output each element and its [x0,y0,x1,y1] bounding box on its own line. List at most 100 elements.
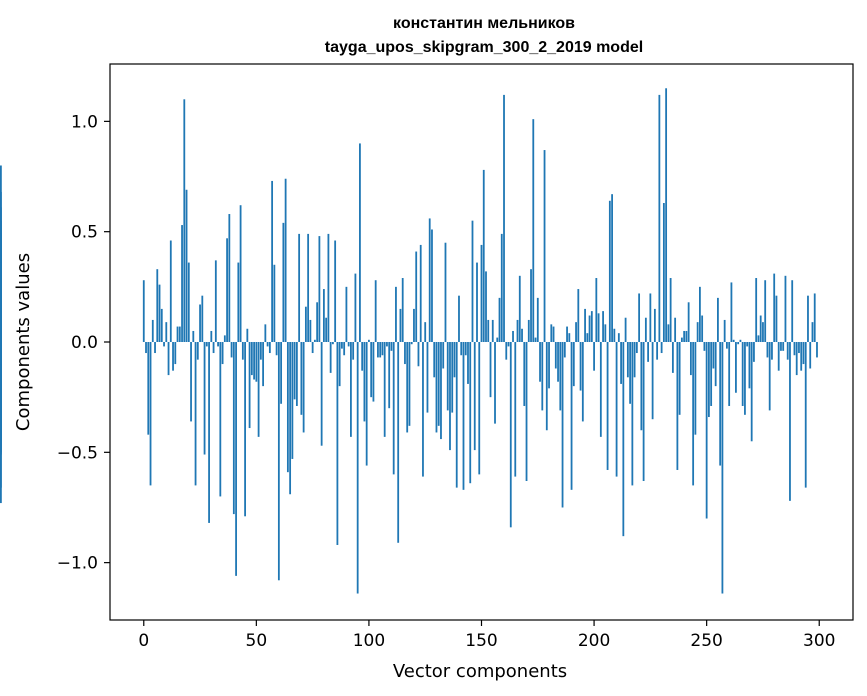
bar [347,342,350,347]
bar [606,342,609,470]
bar [0,342,2,504]
bar [368,339,370,342]
bar [703,342,706,351]
x-tick-label: 100 [353,631,385,651]
bar [183,99,186,342]
bar [255,342,258,382]
bar [671,342,674,373]
bar [599,342,602,437]
bar [701,315,704,342]
bar [354,273,357,342]
bar [442,342,445,369]
bar [660,342,663,354]
bar [561,342,564,508]
bar [194,342,197,486]
bar [728,342,731,406]
bar [550,324,553,342]
bar [248,342,251,429]
bar [214,260,217,342]
bar [638,293,641,342]
bar [518,275,521,342]
bar [336,342,339,545]
bar [764,280,767,342]
bar [775,295,778,342]
bar [732,339,735,342]
bar [178,326,181,342]
bar [295,342,298,406]
bar [489,342,492,398]
bar [370,342,373,398]
bar [730,282,733,342]
bar [410,342,413,345]
bar [426,342,429,413]
bar [145,342,147,354]
bar [766,342,769,358]
bar [500,233,503,342]
y-tick-label: 0.0 [71,333,98,353]
bar [631,342,634,486]
bar [0,342,2,415]
bar [332,342,334,345]
bar [392,342,395,475]
bar [230,342,233,358]
bar [253,342,255,380]
bar [665,88,668,343]
bar [685,330,688,342]
bar [521,328,523,342]
bar [363,342,366,422]
bar [271,180,274,342]
bar [437,342,440,426]
bar [739,339,742,342]
bar [244,342,246,517]
bar [208,342,210,523]
bar [476,262,478,342]
bar [615,342,618,477]
bar [228,214,231,342]
bar [404,342,406,365]
bar [611,194,613,342]
bar [341,342,343,349]
bar [361,342,364,371]
bar [435,342,438,433]
bar [624,317,627,342]
bar [651,342,654,420]
bar [784,275,787,342]
bar [642,342,645,481]
bar [460,342,463,356]
bar [0,333,2,342]
bar [577,289,580,342]
bar [142,280,145,342]
bar [708,342,710,418]
bar [300,342,303,415]
bar [710,342,713,406]
bar [579,342,582,391]
bar [516,319,519,342]
x-tick-label: 300 [803,631,835,651]
bar [0,342,2,365]
plot-frame [109,63,854,621]
bar [496,337,499,342]
bar [656,342,659,360]
bar [644,317,647,342]
bar [374,280,377,342]
bar [620,342,622,384]
bar [395,286,397,342]
bar [262,342,264,387]
bar [798,342,800,354]
bar [154,342,156,354]
bar [147,342,150,435]
bar [572,342,575,387]
bar [536,297,539,342]
bar [649,293,652,342]
bar [635,342,638,354]
bar [408,342,411,426]
y-tick-label: −1.0 [57,554,98,574]
bar [473,342,476,451]
bar [557,342,559,382]
bar [768,342,771,411]
bar [401,278,404,342]
bar [667,324,670,342]
bar [532,119,535,342]
bar [696,322,699,342]
